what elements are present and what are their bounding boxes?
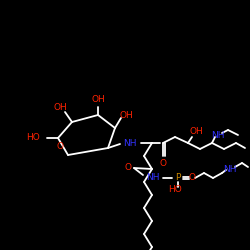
Text: P: P	[175, 174, 181, 182]
Text: OH: OH	[119, 110, 133, 120]
Text: O: O	[160, 158, 166, 168]
Text: O: O	[188, 174, 196, 182]
Text: O: O	[124, 164, 132, 172]
Text: HO: HO	[168, 186, 182, 194]
Text: OH: OH	[91, 96, 105, 104]
Text: NH: NH	[146, 174, 160, 182]
Text: OH: OH	[189, 128, 203, 136]
Text: NH: NH	[123, 138, 137, 147]
Text: OH: OH	[53, 102, 67, 112]
Text: NH: NH	[223, 166, 237, 174]
Text: NH: NH	[211, 130, 225, 140]
Text: HO: HO	[26, 134, 40, 142]
Text: O: O	[56, 142, 64, 151]
